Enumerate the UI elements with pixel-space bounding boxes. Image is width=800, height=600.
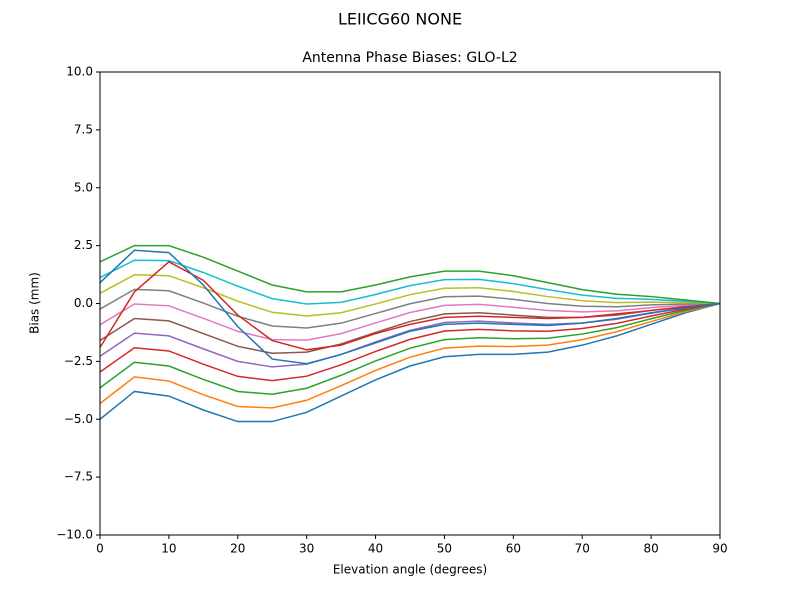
y-tick-label: 5.0	[74, 180, 93, 194]
series-line	[99, 302, 721, 423]
series-line	[99, 259, 721, 305]
x-tick-label: 0	[96, 542, 104, 556]
x-tick-label: 80	[643, 542, 658, 556]
x-tick-label: 60	[506, 542, 521, 556]
y-axis-label: Bias (mm)	[28, 272, 42, 334]
y-tick-label: 10.0	[66, 65, 93, 79]
series-line	[99, 302, 721, 341]
x-tick-label: 10	[161, 542, 176, 556]
y-tick-label: 2.5	[74, 238, 93, 252]
x-tick-label: 90	[712, 542, 727, 556]
x-tick-label: 40	[368, 542, 383, 556]
suptitle: LEIICG60 NONE	[338, 10, 462, 29]
series-line	[99, 302, 721, 409]
series-line	[99, 260, 721, 351]
series-line	[99, 302, 721, 382]
series-line	[99, 249, 721, 365]
x-tick-label: 30	[299, 542, 314, 556]
y-tick-label: −7.5	[64, 470, 93, 484]
x-tick-label: 20	[230, 542, 245, 556]
x-tick-label: 50	[437, 542, 452, 556]
y-tick-label: 0.0	[74, 296, 93, 310]
series-line	[99, 302, 721, 355]
series-line	[99, 288, 721, 329]
y-tick-label: 7.5	[74, 122, 93, 136]
chart-title: Antenna Phase Biases: GLO-L2	[302, 50, 517, 66]
x-axis-label: Elevation angle (degrees)	[333, 563, 487, 577]
series-line	[99, 244, 721, 305]
y-tick-label: −10.0	[56, 528, 93, 542]
x-tick-label: 70	[575, 542, 590, 556]
y-tick-label: −5.0	[64, 412, 93, 426]
y-tick-label: −2.5	[64, 354, 93, 368]
series-line	[99, 302, 721, 396]
series-line	[99, 274, 721, 317]
